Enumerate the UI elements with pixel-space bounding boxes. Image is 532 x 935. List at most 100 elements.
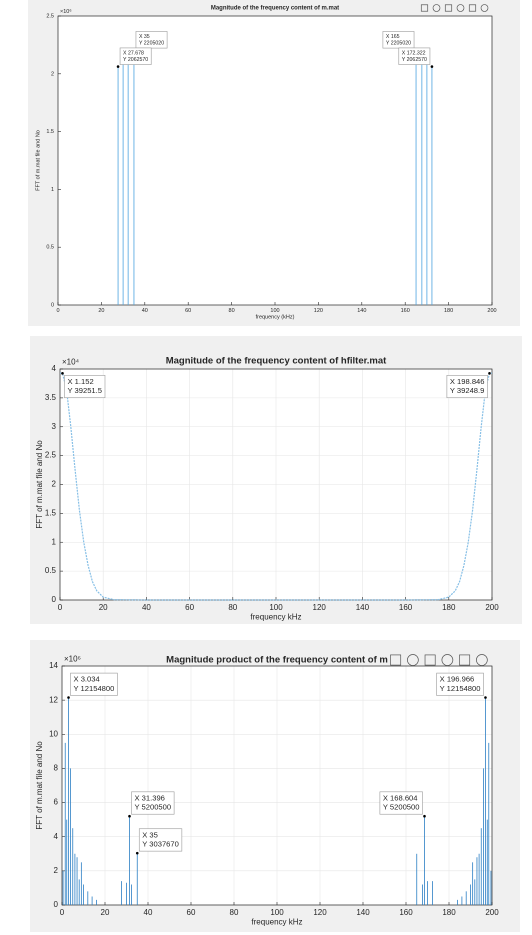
x-axis-label: frequency (kHz) (256, 315, 295, 321)
y-tick-label: 2.5 (45, 451, 57, 460)
y-tick-label: 4 (52, 364, 57, 373)
x-tick-label: 80 (228, 603, 237, 612)
y-axis-label: FFT of m.mat file and No (35, 741, 44, 830)
datatip-x: X 31.396 (135, 793, 165, 802)
x-tick-label: 160 (399, 908, 413, 917)
datatip-y: Y 2062570 (123, 57, 148, 63)
datatip-box (446, 375, 488, 399)
datatip-marker (135, 851, 139, 855)
datatip-x: X 168.604 (383, 793, 418, 802)
toolbar-icon (390, 654, 402, 666)
y-tick-label: 0 (51, 302, 54, 308)
x-tick-label: 160 (401, 308, 410, 314)
datatip-y: Y 2062570 (402, 57, 427, 63)
datatip-marker (67, 696, 70, 699)
chart-title: Magnitude product of the frequency conte… (166, 655, 388, 666)
y-tick-label: 10 (49, 729, 58, 738)
datatip-marker (430, 65, 434, 68)
x-tick-label: 0 (60, 908, 65, 917)
datatip: X 35Y 2205020 (135, 31, 168, 49)
x-tick-label: 20 (101, 908, 110, 917)
x-tick-label: 120 (313, 908, 327, 917)
datatip-box (138, 828, 183, 852)
datatip-box (382, 31, 415, 49)
x-tick-label: 120 (313, 603, 327, 612)
y-tick-label: 0.5 (46, 245, 54, 251)
y-tick-label: 3.5 (45, 393, 57, 402)
datatip-box (70, 672, 118, 696)
datatip-marker (488, 372, 491, 375)
x-tick-label: 40 (142, 603, 151, 612)
x-tick-label: 160 (399, 603, 413, 612)
x-tick-label: 40 (144, 908, 153, 917)
y-tick-label: 0.5 (45, 566, 57, 575)
chart-title: Magnitude of the frequency content of m.… (211, 6, 339, 12)
x-tick-label: 60 (185, 603, 194, 612)
datatip-box (131, 791, 175, 815)
x-tick-label: 60 (185, 308, 191, 314)
toolbar-icon (444, 4, 453, 12)
x-tick-label: 180 (442, 603, 456, 612)
datatip-marker (128, 814, 131, 818)
datatip-x: X 27.678 (123, 50, 144, 56)
x-tick-label: 0 (56, 308, 59, 314)
toolbar-icon (432, 4, 441, 12)
datatip-box (398, 47, 431, 65)
y-tick-label: 3 (52, 422, 57, 431)
y-exponent: ×10⁶ (64, 655, 81, 664)
x-tick-label: 180 (442, 908, 456, 917)
datatip-marker (116, 65, 120, 68)
datatip-x: X 3.034 (74, 675, 100, 684)
y-exponent: ×10⁴ (62, 358, 80, 367)
toolbar-icon (424, 654, 436, 666)
y-tick-label: 1 (51, 187, 54, 193)
y-axis-label: FFT of m.mat file and No (35, 130, 41, 191)
x-tick-label: 80 (229, 308, 235, 314)
x-tick-label: 200 (485, 603, 499, 612)
datatip-y: Y 12154800 (74, 684, 115, 693)
datatip-y: Y 5200500 (135, 803, 172, 812)
x-tick-label: 180 (444, 308, 453, 314)
datatip-y: Y 39248.9 (450, 386, 485, 395)
x-tick-label: 140 (357, 308, 366, 314)
datatip-y: Y 39251.5 (67, 386, 102, 395)
x-tick-label: 0 (58, 603, 63, 612)
y-tick-label: 0 (54, 900, 59, 909)
y-exponent: ×10⁶ (60, 8, 72, 15)
datatip-box (135, 31, 168, 49)
x-tick-label: 140 (356, 603, 370, 612)
x-tick-label: 200 (487, 308, 496, 314)
datatip-box (119, 47, 152, 65)
line (59, 372, 493, 601)
y-tick-label: 14 (49, 661, 58, 670)
datatip: X 35Y 3037670 (138, 828, 183, 852)
datatip-box (436, 672, 484, 696)
y-tick-label: 2 (51, 71, 54, 77)
x-axis-label: frequency kHz (251, 918, 302, 927)
y-tick-label: 0 (52, 595, 57, 604)
toolbar-icon (476, 654, 488, 666)
datatip-x: X 35 (142, 830, 158, 839)
datatip-x: X 198.846 (450, 377, 485, 386)
y-tick-label: 1 (52, 537, 57, 546)
datatip-x: X 1.152 (67, 377, 93, 386)
datatip-x: X 172.322 (402, 50, 426, 56)
toolbar-icon (456, 4, 465, 12)
y-tick-label: 6 (54, 798, 59, 807)
x-tick-label: 140 (356, 908, 370, 917)
y-tick-label: 12 (49, 695, 58, 704)
x-tick-label: 40 (142, 308, 148, 314)
x-axis-label: frequency kHz (250, 613, 301, 622)
y-axis-label: FFT of m.mat file and No (35, 440, 44, 529)
datatip-y: Y 2205020 (386, 40, 411, 46)
x-tick-label: 100 (270, 308, 279, 314)
x-tick-label: 200 (485, 908, 499, 917)
